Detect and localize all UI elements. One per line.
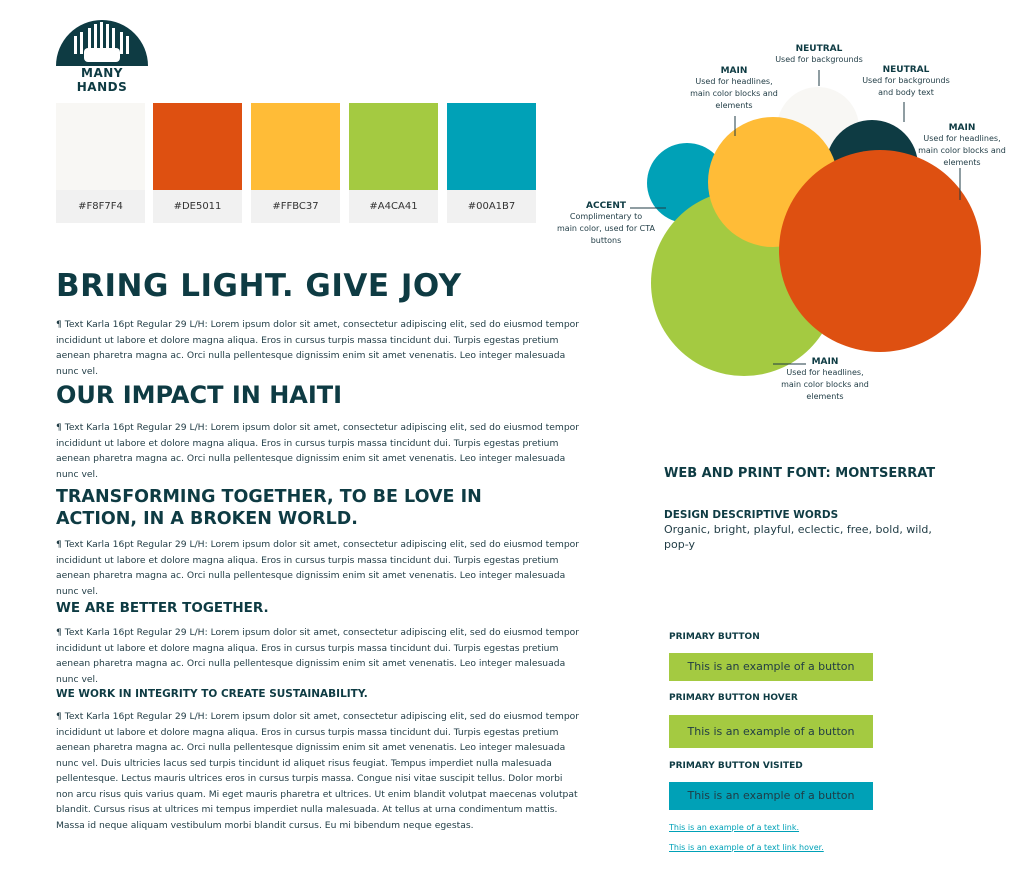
body-paragraph-long: ¶ Text Karla 16pt Regular 29 L/H: Lorem … — [56, 711, 580, 831]
annotation-text: main color blocks and — [781, 380, 869, 389]
swatch-chip — [447, 103, 536, 190]
annotation-title: MAIN — [811, 357, 839, 367]
heading-3: TRANSFORMING TOGETHER, TO BE LOVE IN ACT… — [56, 486, 482, 530]
annotation-text: elements — [806, 392, 844, 401]
heading-5: WE WORK IN INTEGRITY TO CREATE SUSTAINAB… — [56, 688, 368, 700]
annotation-main-left: MAIN Used for headlines, main color bloc… — [684, 66, 784, 112]
annotation-title: MAIN — [948, 123, 976, 133]
annotation-title: ACCENT — [586, 201, 626, 211]
annotation-title: MAIN — [720, 66, 748, 76]
annotation-text: main color blocks and — [918, 146, 1006, 155]
heading-2: OUR IMPACT IN HAITI — [56, 381, 343, 409]
primary-button[interactable]: This is an example of a button — [669, 653, 873, 681]
primary-button-visited-label: PRIMARY BUTTON VISITED — [669, 761, 803, 771]
heading-1: BRING LIGHT. GIVE JOY — [56, 268, 462, 304]
annotation-text: elements — [715, 101, 753, 110]
swatch-hex-label: #A4CA41 — [369, 201, 418, 212]
annotation-text: Used for backgrounds — [775, 55, 863, 64]
hands-emblem-icon — [56, 20, 148, 66]
color-swatch: #00A1B7 — [447, 103, 536, 223]
swatch-chip — [153, 103, 242, 190]
logo-wordmark: MANY HANDS — [76, 66, 128, 94]
swatch-hex-label: #DE5011 — [173, 201, 222, 212]
primary-button-hover[interactable]: This is an example of a button — [669, 715, 873, 748]
heading-3-line: ACTION, IN A BROKEN WORLD. — [56, 509, 358, 529]
swatch-chip — [251, 103, 340, 190]
annotation-text: Used for backgrounds — [862, 76, 950, 85]
orange-main-circle — [779, 150, 981, 352]
color-swatch: #A4CA41 — [349, 103, 438, 223]
color-usage-diagram — [630, 70, 981, 376]
primary-button-label: PRIMARY BUTTON — [669, 632, 760, 642]
annotation-text: buttons — [590, 236, 622, 245]
annotation-text: and body text — [878, 88, 934, 97]
annotation-title: NEUTRAL — [882, 65, 930, 75]
annotation-text: Complimentary to — [569, 212, 643, 221]
many-hands-logo: MANY HANDS — [54, 14, 150, 94]
body-paragraph: ¶ Text Karla 16pt Regular 29 L/H: Lorem … — [56, 539, 580, 597]
descriptive-words: Organic, bright, playful, eclectic, free… — [664, 523, 932, 551]
primary-button-visited[interactable]: This is an example of a button — [669, 782, 873, 810]
annotation-neutral-right: NEUTRAL Used for backgrounds and body te… — [856, 65, 956, 99]
annotation-title: NEUTRAL — [795, 44, 843, 54]
swatch-hex-label: #F8F7F4 — [78, 201, 123, 212]
annotation-text: Used for headlines, — [923, 134, 1001, 143]
annotation-accent: ACCENT Complimentary to main color, used… — [556, 201, 656, 247]
annotation-text: main color blocks and — [690, 89, 778, 98]
heading-4: WE ARE BETTER TOGETHER. — [56, 600, 269, 616]
text-link[interactable]: This is an example of a text link. — [669, 823, 800, 832]
annotation-main-bottom: MAIN Used for headlines, main color bloc… — [775, 357, 875, 403]
primary-button-hover-label: PRIMARY BUTTON HOVER — [669, 693, 798, 703]
body-paragraph: ¶ Text Karla 16pt Regular 29 L/H: Lorem … — [56, 319, 580, 377]
annotation-text: Used for headlines, — [695, 77, 773, 86]
swatch-hex-label: #FFBC37 — [272, 201, 319, 212]
swatch-chip — [56, 103, 145, 190]
annotation-text: elements — [943, 158, 981, 167]
heading-3-line: TRANSFORMING TOGETHER, TO BE LOVE IN — [56, 487, 482, 507]
swatch-chip — [349, 103, 438, 190]
font-title: WEB AND PRINT FONT: MONTSERRAT — [664, 466, 936, 481]
annotation-text: Used for headlines, — [786, 368, 864, 377]
body-paragraph: ¶ Text Karla 16pt Regular 29 L/H: Lorem … — [56, 422, 580, 480]
text-link-hover[interactable]: This is an example of a text link hover. — [669, 843, 824, 852]
annotation-neutral-top: NEUTRAL Used for backgrounds — [769, 44, 869, 66]
color-swatch: #DE5011 — [153, 103, 242, 223]
color-swatch: #FFBC37 — [251, 103, 340, 223]
swatch-hex-label: #00A1B7 — [467, 201, 516, 212]
color-swatch: #F8F7F4 — [56, 103, 145, 223]
body-paragraph: ¶ Text Karla 16pt Regular 29 L/H: Lorem … — [56, 627, 580, 685]
annotation-main-right: MAIN Used for headlines, main color bloc… — [912, 123, 1012, 169]
annotation-text: main color, used for CTA — [557, 224, 655, 233]
descriptive-words-title: DESIGN DESCRIPTIVE WORDS — [664, 509, 839, 521]
